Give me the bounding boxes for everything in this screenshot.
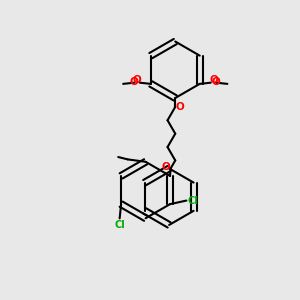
Text: methoxy: methoxy bbox=[109, 80, 130, 85]
Text: O: O bbox=[176, 102, 184, 112]
Text: O: O bbox=[133, 75, 141, 85]
Text: O: O bbox=[161, 162, 170, 172]
Text: methoxy: methoxy bbox=[220, 80, 242, 85]
Text: O: O bbox=[209, 75, 218, 85]
Text: O: O bbox=[212, 77, 221, 87]
Text: O: O bbox=[130, 77, 139, 87]
Text: Cl: Cl bbox=[115, 220, 126, 230]
Text: Cl: Cl bbox=[188, 196, 198, 206]
